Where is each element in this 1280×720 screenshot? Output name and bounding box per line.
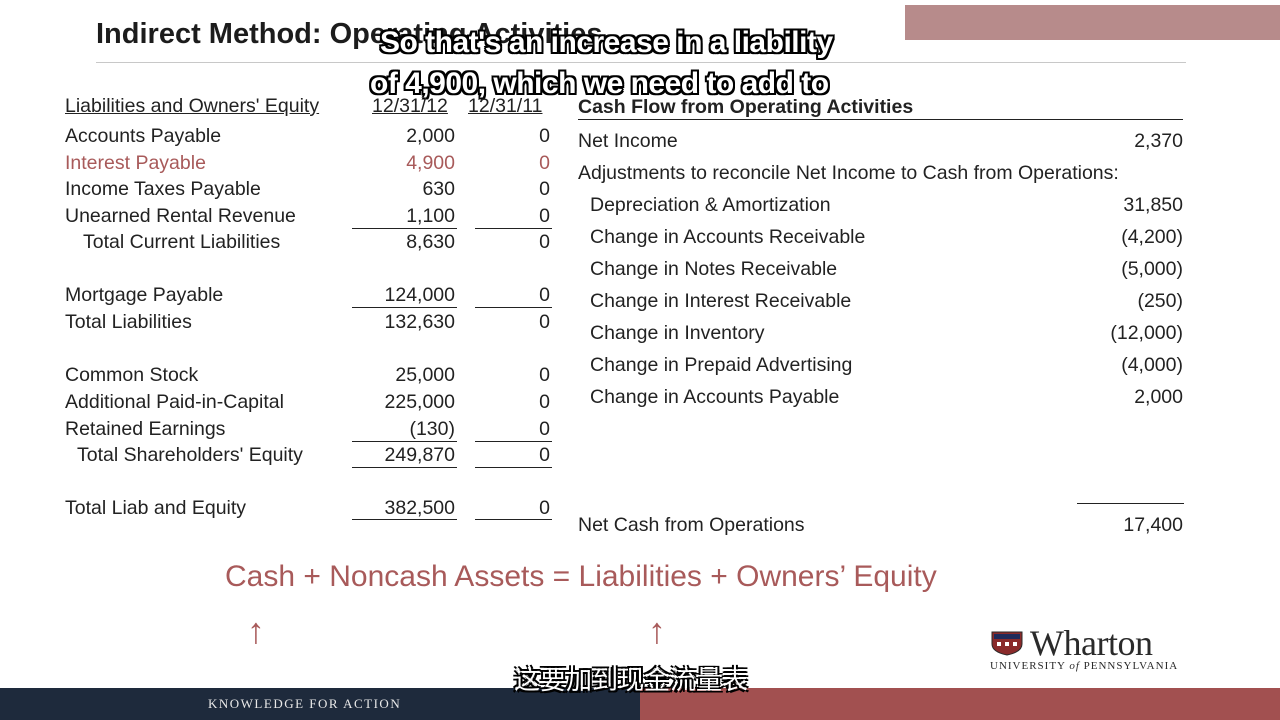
subtotal-rule bbox=[352, 441, 457, 442]
top-accent-bar bbox=[905, 5, 1280, 40]
accounting-equation: Cash + Noncash Assets = Liabilities + Ow… bbox=[225, 560, 937, 593]
subtitle-line-1: So that's an increase in a liability bbox=[380, 26, 833, 59]
chinese-subtitle: 这要加到现金流量表 bbox=[514, 665, 749, 695]
row-value-2012: 1,100 bbox=[406, 205, 455, 227]
row-value-2012: 8,630 bbox=[406, 231, 455, 253]
row-value-2011: 0 bbox=[539, 311, 550, 333]
row-value-2012: 25,000 bbox=[395, 364, 455, 386]
row-label: Mortgage Payable bbox=[65, 284, 224, 306]
footer-dark-band bbox=[0, 688, 640, 720]
row-label: Additional Paid-in-Capital bbox=[65, 391, 284, 413]
adjustment-value: (5,000) bbox=[1121, 258, 1183, 280]
row-label: Income Taxes Payable bbox=[65, 178, 261, 200]
subtitle-line-2: of 4,900, which we need to add to bbox=[370, 67, 829, 100]
subtotal-rule bbox=[475, 307, 552, 308]
row-label: Common Stock bbox=[65, 364, 199, 386]
subtotal-rule bbox=[475, 228, 552, 229]
row-value-2012: 124,000 bbox=[384, 284, 456, 306]
row-label: Unearned Rental Revenue bbox=[65, 205, 296, 227]
cash-flow-heading: Cash Flow from Operating Activities bbox=[578, 96, 914, 118]
row-label-highlighted: Interest Payable bbox=[65, 152, 206, 174]
adjustment-value: 2,000 bbox=[1134, 386, 1183, 408]
row-label: Retained Earnings bbox=[65, 418, 226, 440]
net-income-label: Net Income bbox=[578, 130, 678, 152]
up-arrow-icon: ↑ bbox=[247, 610, 265, 651]
grand-total-rule bbox=[475, 519, 552, 520]
row-value-2011: 0 bbox=[539, 231, 550, 253]
adjustment-label: Change in Inventory bbox=[590, 322, 765, 344]
adjustment-value: (4,000) bbox=[1121, 354, 1183, 376]
row-value-2011: 0 bbox=[539, 391, 550, 413]
adjustment-value: (4,200) bbox=[1121, 226, 1183, 248]
row-value-2011-highlighted: 0 bbox=[539, 152, 550, 174]
row-value-2012: 2,000 bbox=[406, 125, 455, 147]
row-label-total: Total Liab and Equity bbox=[65, 497, 247, 519]
row-value-2011: 0 bbox=[539, 418, 550, 440]
row-value-2012-highlighted: 4,900 bbox=[406, 152, 455, 174]
up-arrow-icon: ↑ bbox=[648, 610, 666, 651]
adjustment-value: 31,850 bbox=[1123, 194, 1183, 216]
row-label-total: Total Liabilities bbox=[65, 311, 192, 333]
row-value-2011: 0 bbox=[539, 284, 550, 306]
net-income-value: 2,370 bbox=[1134, 130, 1183, 152]
subtotal-rule bbox=[352, 228, 457, 229]
row-value-2011: 0 bbox=[539, 444, 550, 466]
wharton-logo-university: UNIVERSITY of PENNSYLVANIA bbox=[990, 660, 1179, 672]
adjustment-label: Change in Prepaid Advertising bbox=[590, 354, 853, 376]
row-value-2012: (130) bbox=[409, 418, 455, 440]
row-value-2012: 382,500 bbox=[384, 497, 456, 519]
adjustment-value: (12,000) bbox=[1110, 322, 1183, 344]
adjustment-label: Change in Accounts Receivable bbox=[590, 226, 866, 248]
adjustment-label: Depreciation & Amortization bbox=[590, 194, 831, 216]
slide-title: Indirect Method: Operating Activities bbox=[96, 18, 603, 50]
row-value-2012: 225,000 bbox=[384, 391, 456, 413]
adjustment-label: Change in Interest Receivable bbox=[590, 290, 852, 312]
adjustment-label: Change in Notes Receivable bbox=[590, 258, 838, 280]
adjustment-value: (250) bbox=[1137, 290, 1183, 312]
column-header-2011: 12/31/11 bbox=[468, 95, 543, 117]
total-rule bbox=[352, 467, 457, 468]
cash-flow-heading-rule bbox=[578, 119, 1183, 120]
row-label: Accounts Payable bbox=[65, 125, 222, 147]
grand-total-rule bbox=[352, 519, 457, 520]
net-cash-rule bbox=[1077, 503, 1184, 504]
subtotal-rule bbox=[475, 441, 552, 442]
adjustments-label: Adjustments to reconcile Net Income to C… bbox=[578, 162, 1119, 184]
row-value-2012: 132,630 bbox=[384, 311, 456, 333]
wharton-shield-icon bbox=[991, 631, 1023, 656]
wharton-logo-wordmark: Wharton bbox=[1030, 623, 1153, 663]
row-value-2011: 0 bbox=[539, 125, 550, 147]
title-divider bbox=[96, 62, 1186, 63]
row-value-2012: 249,870 bbox=[384, 444, 456, 466]
footer-tagline: KNOWLEDGE FOR ACTION bbox=[208, 696, 402, 711]
adjustment-label: Change in Accounts Payable bbox=[590, 386, 840, 408]
row-value-2012: 630 bbox=[422, 178, 455, 200]
row-value-2011: 0 bbox=[539, 497, 550, 519]
balance-sheet-heading: Liabilities and Owners' Equity bbox=[65, 95, 320, 117]
net-cash-label: Net Cash from Operations bbox=[578, 514, 805, 536]
row-label-total: Total Current Liabilities bbox=[83, 231, 281, 253]
subtotal-rule bbox=[352, 307, 457, 308]
row-value-2011: 0 bbox=[539, 205, 550, 227]
total-rule bbox=[475, 467, 552, 468]
row-label-total: Total Shareholders' Equity bbox=[77, 444, 303, 466]
row-value-2011: 0 bbox=[539, 178, 550, 200]
row-value-2011: 0 bbox=[539, 364, 550, 386]
column-header-2012: 12/31/12 bbox=[372, 95, 448, 117]
net-cash-value: 17,400 bbox=[1123, 514, 1183, 536]
footer-red-band bbox=[640, 688, 1280, 720]
